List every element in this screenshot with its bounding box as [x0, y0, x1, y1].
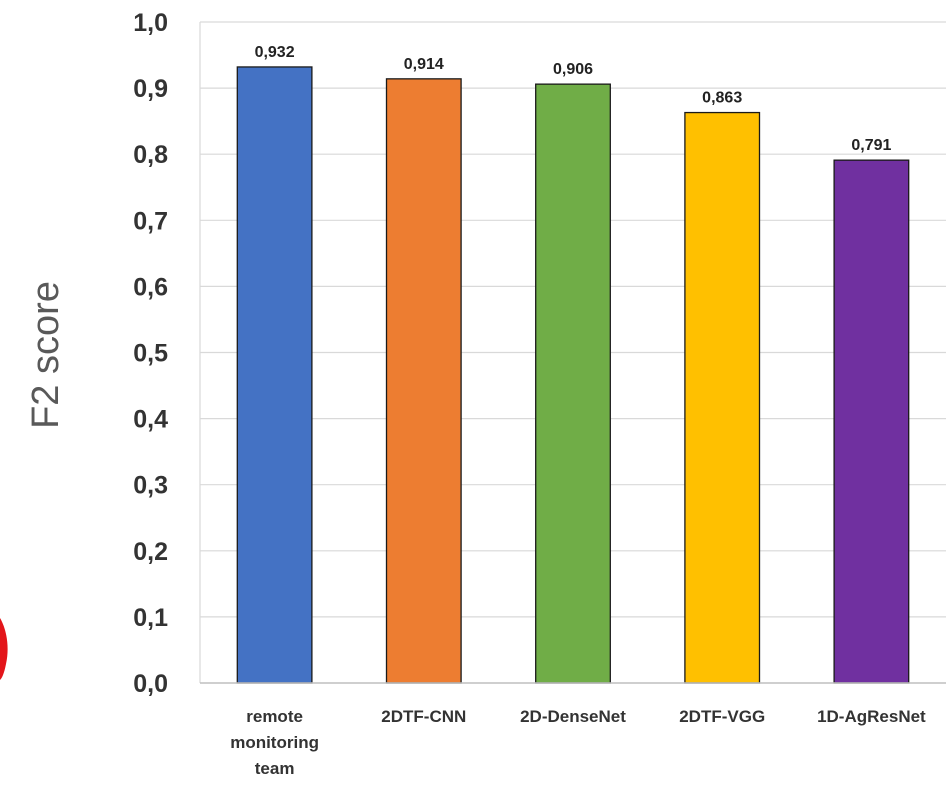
x-category-label: 2D-DenseNet — [520, 707, 626, 726]
y-tick-label: 0,2 — [133, 538, 168, 566]
y-tick-label: 0,3 — [133, 472, 168, 500]
x-category-label: 2DTF-VGG — [679, 707, 765, 726]
x-axis-categories: remote monitoring team 2DTF-CNN 2D-DenseNet 2… — [230, 707, 926, 778]
data-label: 0,906 — [553, 61, 593, 78]
x-category-label: 2DTF-CNN — [381, 707, 466, 726]
y-tick-label: 0,6 — [133, 273, 168, 301]
y-axis-ticks: 0,0 0,1 0,2 0,3 0,4 0,5 0,6 0,7 0,8 0,9 1,0 — [133, 9, 168, 698]
data-label: 0,791 — [851, 137, 891, 154]
bar — [833, 159, 910, 684]
y-tick-label: 0,4 — [133, 406, 168, 434]
y-axis-label: F2 score — [25, 281, 67, 429]
y-tick-label: 0,5 — [133, 340, 168, 368]
y-tick-label: 1,0 — [133, 9, 168, 37]
data-label: 0,932 — [255, 44, 295, 61]
y-tick-label: 0,9 — [133, 75, 168, 103]
bar — [535, 83, 611, 684]
y-tick-label: 0,0 — [133, 670, 168, 698]
bar — [236, 66, 313, 684]
data-label: 0,863 — [702, 90, 742, 107]
bar — [684, 111, 761, 684]
y-tick-label: 0,7 — [133, 207, 168, 235]
y-tick-label: 0,8 — [133, 141, 168, 169]
red-shape-fragment — [0, 618, 8, 680]
value-labels: 0,932 0,914 0,906 0,863 0,791 — [255, 44, 892, 154]
y-tick-label: 0,1 — [133, 604, 168, 632]
x-category-label: remote monitoring team — [230, 707, 319, 778]
x-category-label: 1D-AgResNet — [817, 707, 926, 726]
bar — [385, 78, 462, 684]
bars — [236, 66, 910, 684]
data-label: 0,914 — [404, 56, 444, 73]
